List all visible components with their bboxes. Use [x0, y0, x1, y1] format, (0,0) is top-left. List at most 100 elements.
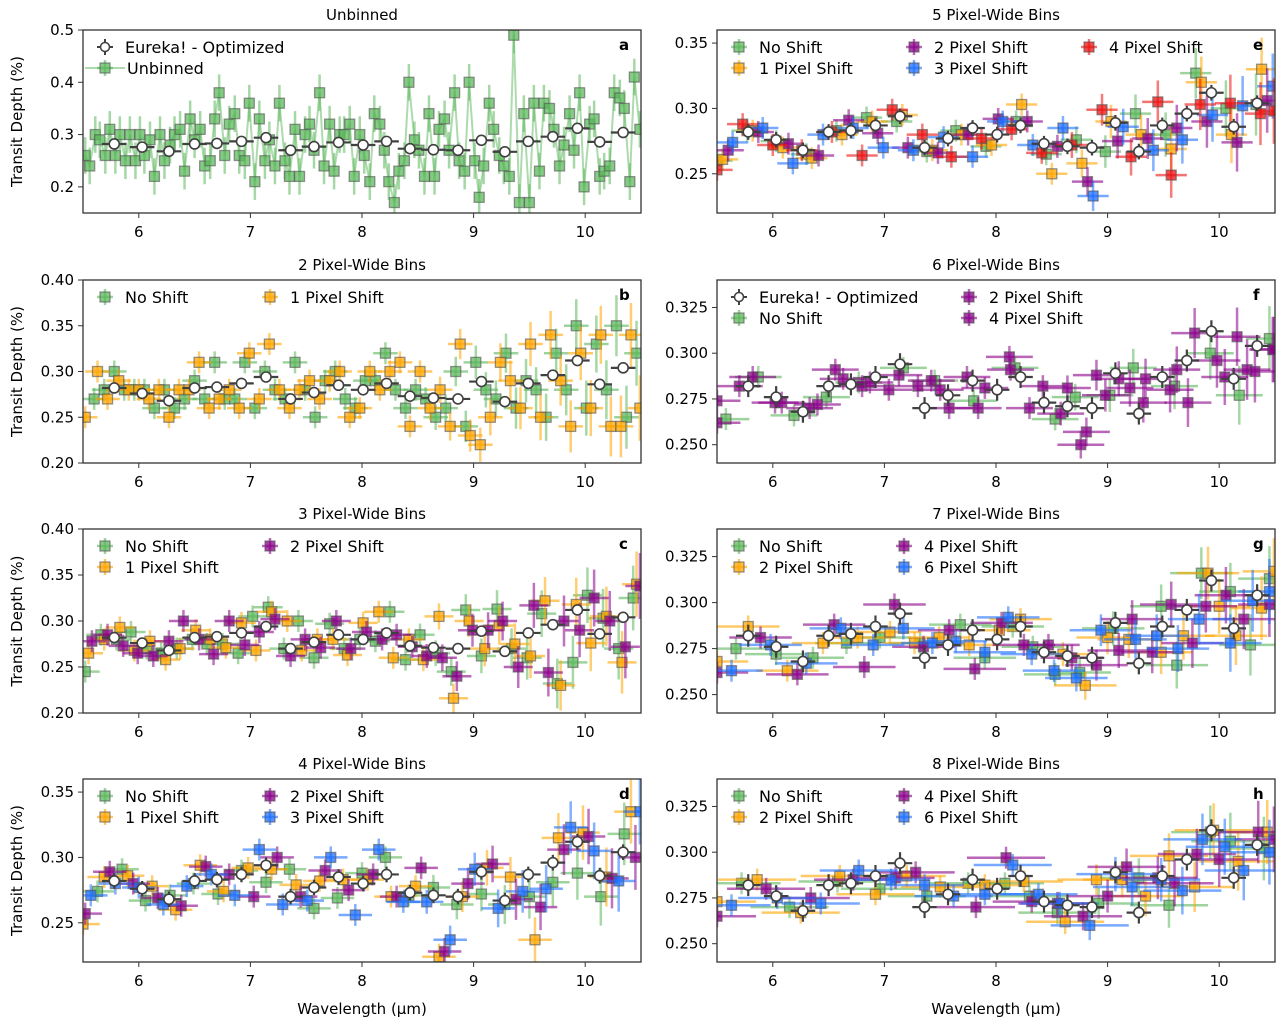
legend-marker [99, 291, 111, 303]
data-point [233, 402, 245, 414]
legend-item: No Shift [731, 38, 822, 57]
data-point [373, 606, 385, 618]
data-point [1101, 890, 1114, 902]
data-point [966, 624, 979, 637]
plot-area [717, 538, 1275, 700]
data-point [717, 655, 723, 668]
data-point [509, 638, 521, 650]
y-tick-label: 0.30 [675, 99, 708, 117]
data-point [488, 123, 500, 135]
y-axis-label: Transit Depth (%) [8, 556, 26, 688]
data-point [498, 160, 510, 172]
legend-item: 3 Pixel Shift [262, 808, 384, 827]
data-point [1196, 833, 1209, 846]
data-point [717, 666, 723, 679]
y-tick-label: 0.300 [665, 594, 708, 612]
legend-item: Eureka! - Optimized [97, 38, 284, 57]
data-point [770, 890, 782, 902]
legend-marker [908, 62, 920, 74]
data-point [544, 329, 557, 341]
data-point [253, 843, 265, 856]
series-eureka-optimized [101, 122, 636, 158]
data-point [249, 175, 261, 188]
data-point [433, 123, 445, 135]
data-point [1188, 881, 1201, 893]
data-point [547, 369, 559, 381]
data-point [925, 374, 937, 387]
legend-label: Unbinned [127, 59, 204, 78]
legend-label: Eureka! - Optimized [759, 288, 918, 307]
data-point [345, 642, 357, 655]
x-tick-label: 7 [880, 473, 890, 491]
data-point [1061, 650, 1074, 662]
data-point [547, 618, 559, 631]
data-point [380, 868, 393, 881]
data-point [1126, 613, 1138, 625]
data-point [188, 382, 201, 394]
data-point [393, 165, 405, 177]
plot-area [83, 551, 641, 713]
data-point [1156, 620, 1169, 633]
axes-frame [82, 29, 642, 214]
data-point [269, 160, 281, 172]
data-point [1081, 175, 1094, 188]
data-point [907, 144, 920, 156]
data-point [534, 901, 547, 913]
data-point [918, 402, 931, 414]
data-point [1244, 639, 1257, 651]
legend-item: 1 Pixel Shift [97, 558, 219, 577]
x-tick-label: 9 [1103, 972, 1113, 990]
data-point [1048, 665, 1060, 677]
data-point [617, 846, 629, 859]
y-tick-label: 0.40 [41, 520, 74, 538]
data-point [1186, 637, 1199, 649]
data-point [770, 134, 782, 146]
y-tick-label: 0.275 [665, 640, 708, 658]
data-point [1171, 364, 1183, 376]
data-point [313, 87, 326, 99]
data-point [132, 647, 144, 659]
data-point [1236, 100, 1249, 112]
data-point [533, 165, 546, 177]
series-eureka-optimized [735, 320, 1270, 425]
data-point [483, 97, 495, 109]
data-point [1181, 853, 1193, 866]
data-point [136, 637, 148, 649]
data-point [301, 894, 313, 907]
data-point [308, 881, 320, 894]
data-point [474, 439, 486, 451]
data-point [303, 118, 316, 130]
data-point [1014, 620, 1027, 633]
legend-label: 4 Pixel Shift [924, 537, 1018, 556]
data-point [1156, 119, 1169, 132]
series-3-pixel-shift [83, 779, 641, 954]
data-point [1142, 132, 1154, 145]
x-tick-label: 7 [246, 473, 256, 491]
y-tick-label: 0.35 [41, 566, 74, 584]
data-point [220, 642, 232, 654]
data-point [812, 149, 825, 162]
data-point [344, 118, 356, 130]
data-point [434, 384, 446, 396]
data-point [1163, 850, 1175, 862]
data-point [1046, 168, 1058, 180]
data-point [448, 87, 461, 99]
data-point [571, 604, 584, 616]
data-point [835, 622, 847, 635]
data-point [84, 160, 96, 172]
legend-label: 6 Pixel Shift [924, 558, 1018, 577]
data-point [725, 665, 738, 677]
x-tick-label: 6 [768, 223, 778, 241]
data-point [513, 196, 526, 209]
data-point [845, 378, 857, 391]
data-point [540, 883, 552, 895]
data-point [475, 888, 488, 900]
data-point [211, 137, 223, 150]
x-tick-label: 10 [1210, 723, 1229, 741]
data-point [628, 71, 640, 83]
data-point [547, 876, 559, 888]
data-point [969, 663, 981, 675]
data-point [894, 857, 906, 869]
x-tick-label: 10 [576, 723, 595, 741]
data-point [404, 886, 416, 899]
